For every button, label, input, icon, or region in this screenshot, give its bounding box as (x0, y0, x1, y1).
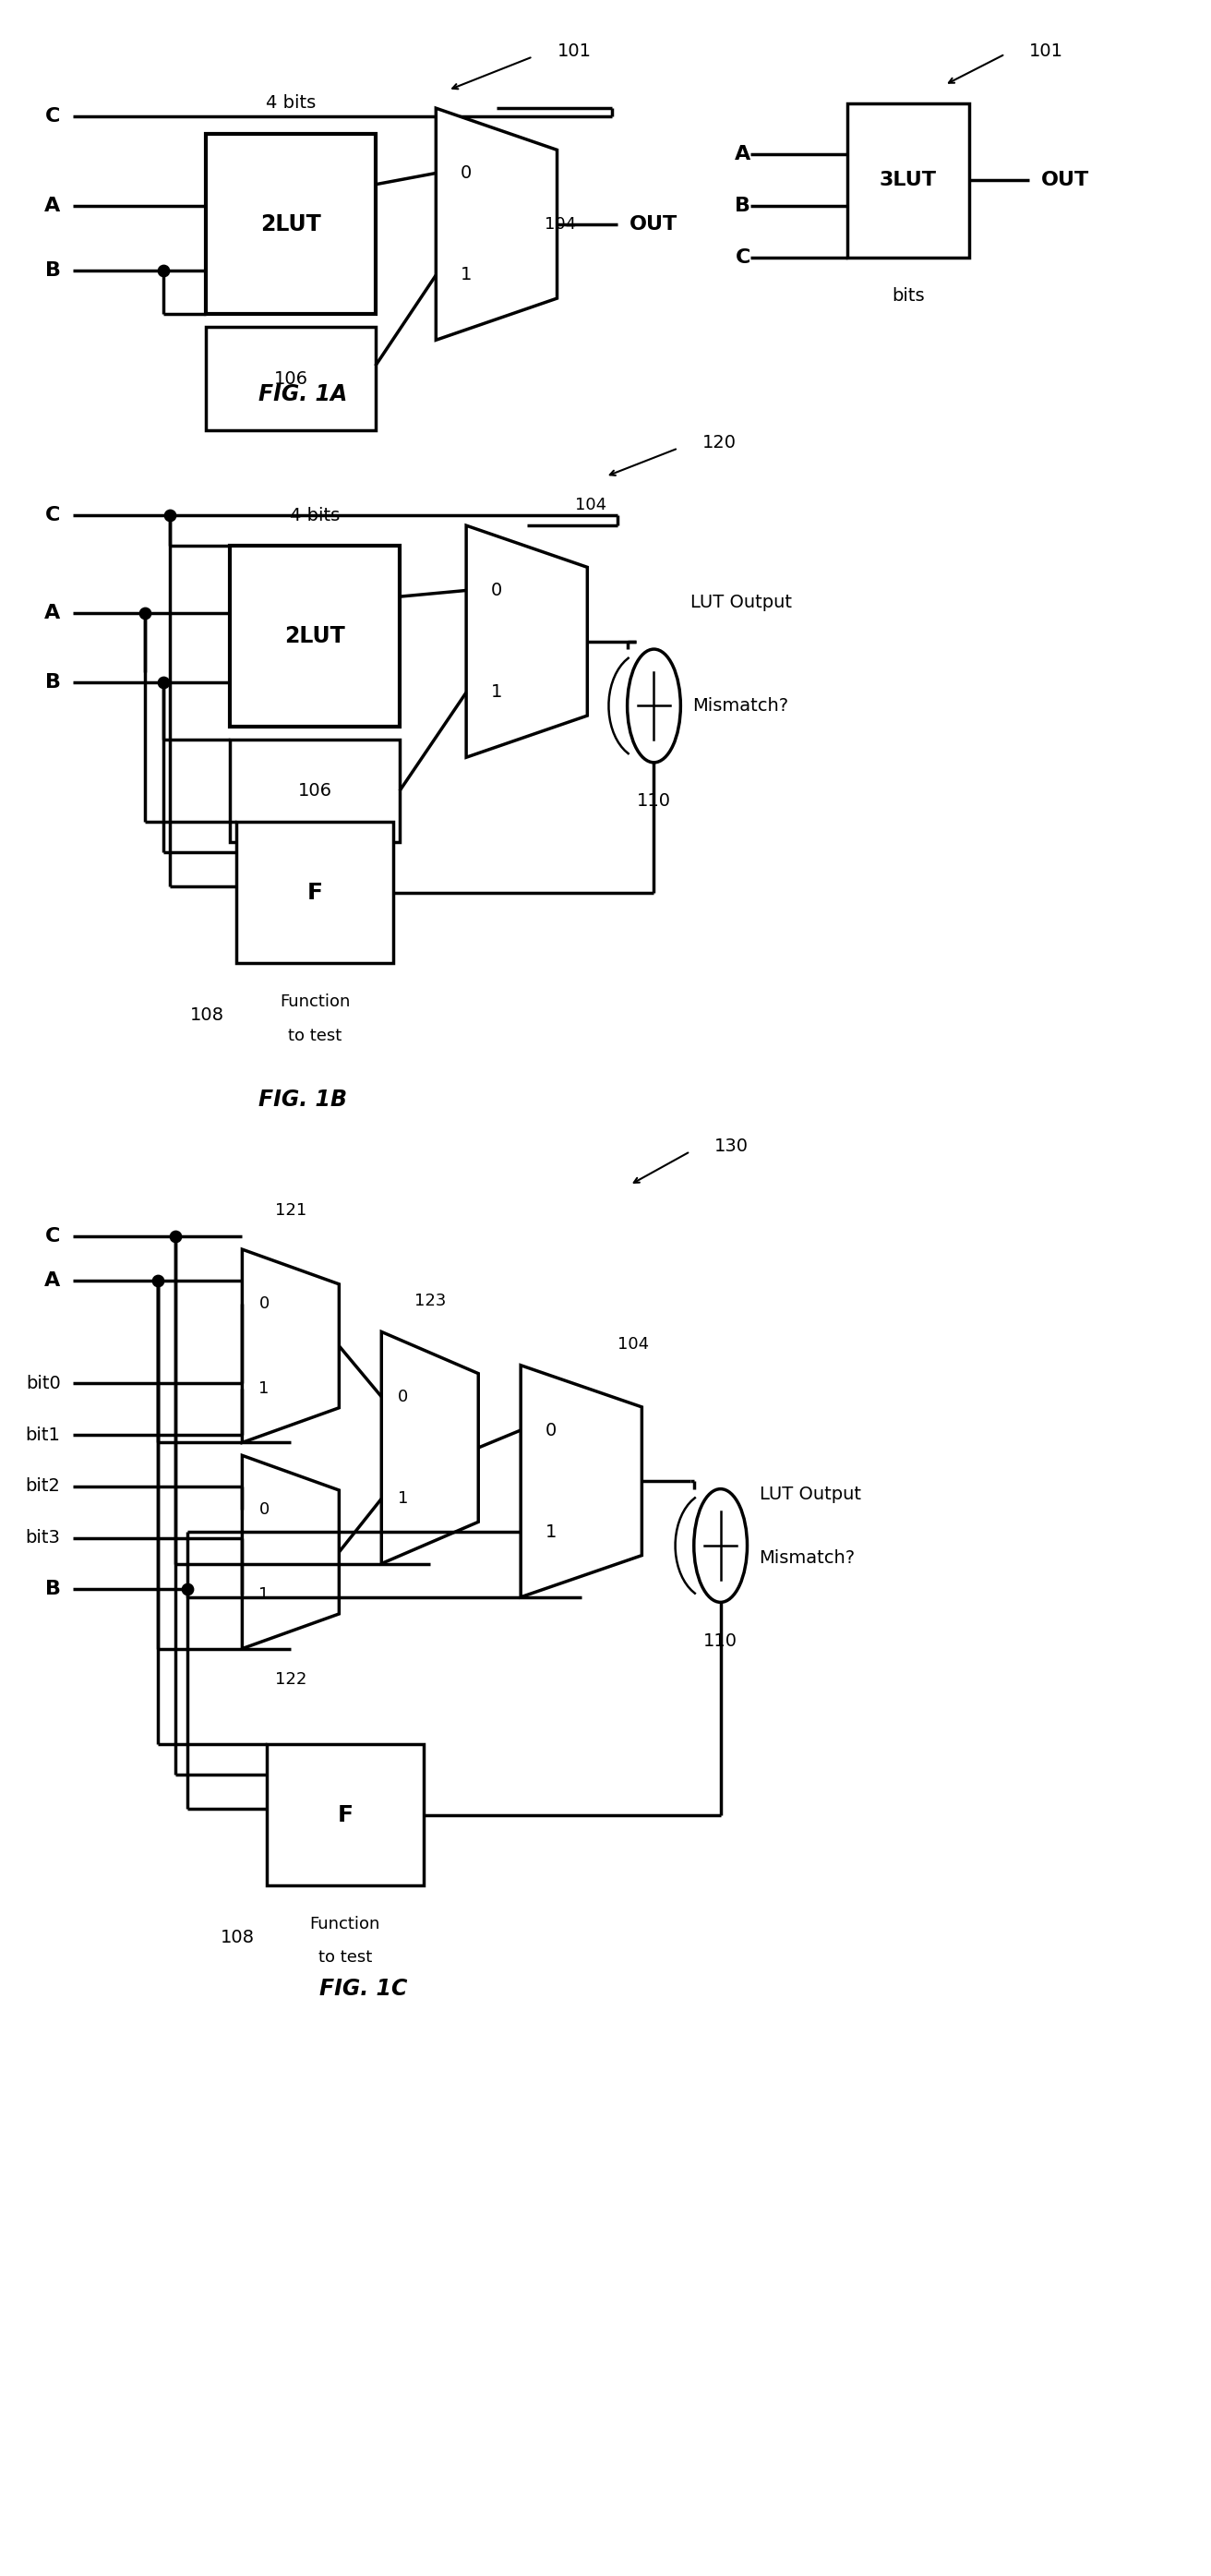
Text: 3LUT: 3LUT (879, 170, 937, 191)
Text: 2LUT: 2LUT (285, 626, 345, 647)
Text: FIG. 1B: FIG. 1B (258, 1090, 348, 1110)
Polygon shape (381, 1332, 478, 1564)
Point (160, 495, 179, 536)
FancyBboxPatch shape (230, 739, 400, 842)
Text: bit2: bit2 (25, 1479, 61, 1494)
Point (148, 1260, 167, 1301)
Text: 123: 123 (414, 1293, 446, 1309)
Polygon shape (242, 1455, 339, 1649)
Text: bit3: bit3 (25, 1530, 61, 1546)
Text: 130: 130 (714, 1139, 748, 1154)
Text: F: F (338, 1803, 352, 1826)
Text: Mismatch?: Mismatch? (693, 698, 788, 714)
Text: A: A (45, 1270, 61, 1291)
Text: 108: 108 (190, 1007, 224, 1023)
Text: 108: 108 (220, 1929, 254, 1945)
Text: 101: 101 (1029, 44, 1063, 59)
Text: LUT Output: LUT Output (690, 595, 792, 611)
Text: 121: 121 (275, 1203, 306, 1218)
Text: 106: 106 (298, 783, 332, 799)
Text: A: A (45, 196, 61, 216)
Text: Function: Function (310, 1917, 380, 1932)
FancyBboxPatch shape (848, 103, 969, 258)
Text: 1: 1 (398, 1492, 408, 1507)
Text: 106: 106 (274, 371, 308, 386)
Text: A: A (735, 144, 751, 165)
Point (166, 1216, 185, 1257)
Text: 1: 1 (460, 265, 472, 283)
Polygon shape (242, 1249, 339, 1443)
FancyBboxPatch shape (206, 134, 375, 314)
Text: 110: 110 (637, 793, 671, 809)
Text: A: A (45, 603, 61, 623)
Text: 0: 0 (259, 1296, 269, 1311)
Point (154, 250, 173, 291)
Text: B: B (735, 196, 751, 216)
Text: FIG. 1A: FIG. 1A (258, 384, 348, 404)
Text: 0: 0 (460, 165, 472, 183)
Text: Mismatch?: Mismatch? (759, 1551, 855, 1566)
Text: B: B (45, 1579, 61, 1600)
FancyBboxPatch shape (230, 546, 400, 726)
Text: 0: 0 (398, 1388, 408, 1404)
Text: to test: to test (288, 1028, 342, 1043)
Text: 101: 101 (557, 44, 591, 59)
Text: LUT Output: LUT Output (759, 1486, 861, 1502)
Polygon shape (466, 526, 587, 757)
FancyBboxPatch shape (266, 1744, 424, 1886)
Text: bit0: bit0 (25, 1376, 61, 1391)
Text: B: B (45, 672, 61, 693)
Text: C: C (736, 247, 751, 268)
Text: bits: bits (891, 289, 925, 304)
Text: OUT: OUT (630, 214, 678, 234)
Point (178, 1569, 197, 1610)
Text: 2LUT: 2LUT (260, 214, 321, 234)
Text: 122: 122 (275, 1672, 306, 1687)
Text: 104: 104 (545, 216, 576, 232)
Text: C: C (46, 1226, 61, 1247)
Text: 110: 110 (704, 1633, 737, 1649)
Polygon shape (436, 108, 557, 340)
FancyBboxPatch shape (206, 327, 375, 430)
Text: OUT: OUT (1041, 170, 1090, 191)
Text: 120: 120 (702, 435, 736, 451)
Polygon shape (521, 1365, 642, 1597)
Text: Function: Function (280, 994, 350, 1010)
Text: 4 bits: 4 bits (265, 95, 316, 111)
Text: 0: 0 (490, 582, 503, 600)
Point (154, 662, 173, 703)
Text: 104: 104 (575, 497, 607, 513)
Text: bit1: bit1 (25, 1427, 61, 1443)
Text: 0: 0 (545, 1422, 557, 1440)
Text: 1: 1 (545, 1522, 557, 1540)
Text: 1: 1 (259, 1587, 269, 1602)
Text: 4 bits: 4 bits (289, 507, 340, 523)
Text: C: C (46, 505, 61, 526)
FancyBboxPatch shape (236, 822, 394, 963)
Text: 0: 0 (259, 1502, 269, 1517)
Text: F: F (308, 881, 322, 904)
Text: FIG. 1C: FIG. 1C (320, 1978, 407, 1999)
Text: to test: to test (318, 1950, 372, 1965)
Text: 104: 104 (618, 1337, 649, 1352)
Text: 1: 1 (490, 683, 503, 701)
Text: 1: 1 (259, 1381, 269, 1396)
Text: C: C (46, 106, 61, 126)
Text: B: B (45, 260, 61, 281)
Point (136, 592, 155, 634)
